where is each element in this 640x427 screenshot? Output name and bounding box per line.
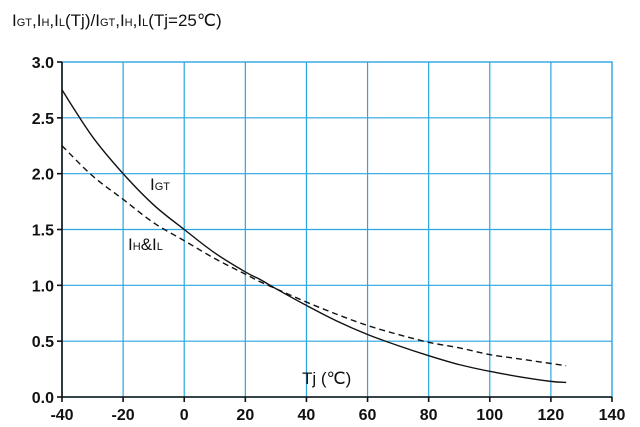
- y-tick-label: 0.0: [32, 390, 54, 407]
- x-tick-label: 140: [599, 407, 626, 424]
- x-tick-label: -40: [50, 407, 73, 424]
- series: [61, 89, 567, 384]
- axes: [57, 61, 613, 402]
- x-tick-label: 100: [476, 407, 503, 424]
- series-line-igt: [61, 89, 567, 384]
- chart-title-text: IGT,IH,IL(Tj)/IGT,IH,IL(Tj=25℃): [12, 11, 222, 30]
- chart-title: IGT,IH,IL(Tj)/IGT,IH,IL(Tj=25℃): [12, 11, 222, 30]
- y-tick-label: 2.0: [32, 167, 54, 184]
- x-tick-label: 60: [359, 407, 377, 424]
- grid: [61, 61, 613, 398]
- y-tick-label: 1.0: [32, 278, 54, 295]
- x-tick-labels: -40 -20 0 20 40 60 80 100 120 140: [50, 407, 625, 424]
- x-tick-label: 40: [298, 407, 316, 424]
- series-line-ih-il: [61, 145, 567, 367]
- x-tick-label: 20: [236, 407, 254, 424]
- x-tick-label: -20: [112, 407, 135, 424]
- y-tick-label: 1.5: [32, 223, 54, 240]
- series-label-igt: IGT: [150, 175, 170, 194]
- x-axis-label: Tj (℃): [302, 369, 351, 388]
- series-label-ih-il: IH&IL: [128, 235, 163, 254]
- y-tick-label: 2.5: [32, 111, 54, 128]
- y-tick-label: 3.0: [32, 55, 54, 72]
- annotations: IGT IH&IL Tj (℃): [128, 175, 351, 388]
- x-tick-label: 0: [180, 407, 189, 424]
- y-tick-labels: 0.0 0.5 1.0 1.5 2.0 2.5 3.0: [32, 55, 54, 407]
- x-tick-label: 80: [420, 407, 438, 424]
- y-tick-label: 0.5: [32, 334, 54, 351]
- x-tick-label: 120: [538, 407, 565, 424]
